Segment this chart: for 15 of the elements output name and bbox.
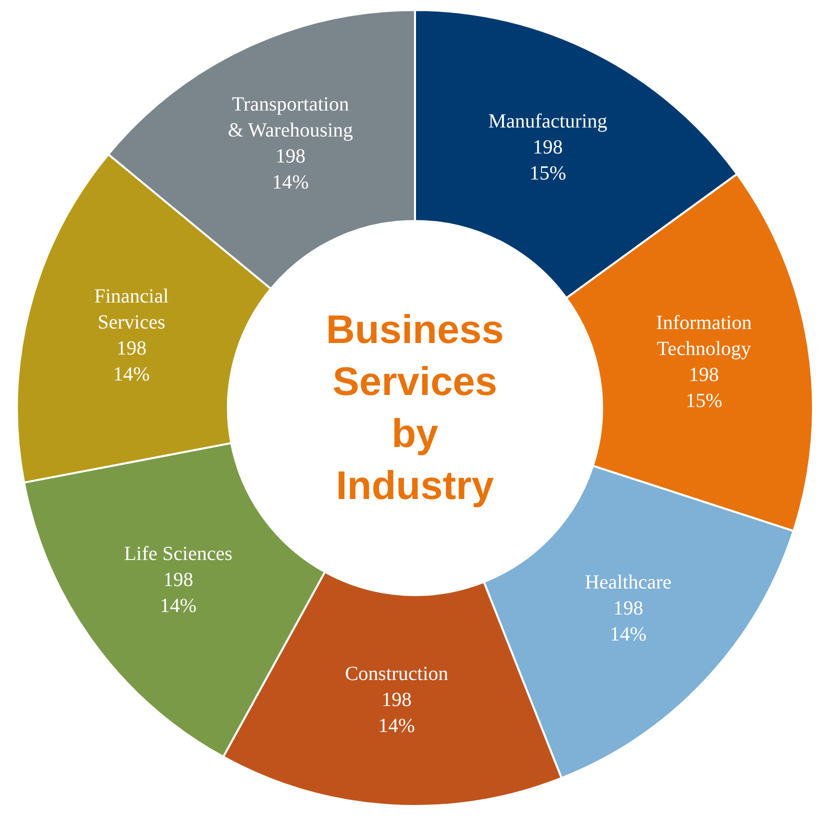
slice-label: Life Sciences [124, 542, 233, 565]
data-label: 198 14% [378, 688, 415, 737]
slice-label: Information Technology [656, 312, 752, 360]
data-label: 198 15% [686, 364, 722, 412]
data-label: 198 14% [160, 568, 197, 617]
data-label: 198 14% [113, 337, 150, 386]
slice-label: Manufacturing [488, 110, 608, 132]
text: Business Services by Industry [326, 308, 504, 508]
slice-label: Transportation & Warehousing [228, 93, 354, 142]
data-label: 198 14% [610, 597, 647, 646]
slice-label: Healthcare [584, 571, 672, 594]
data-label: 198 14% [272, 145, 309, 194]
slice-label: Construction [344, 662, 448, 685]
data-label: 198 15% [529, 136, 566, 184]
slice-label: Financial Services [94, 285, 170, 334]
